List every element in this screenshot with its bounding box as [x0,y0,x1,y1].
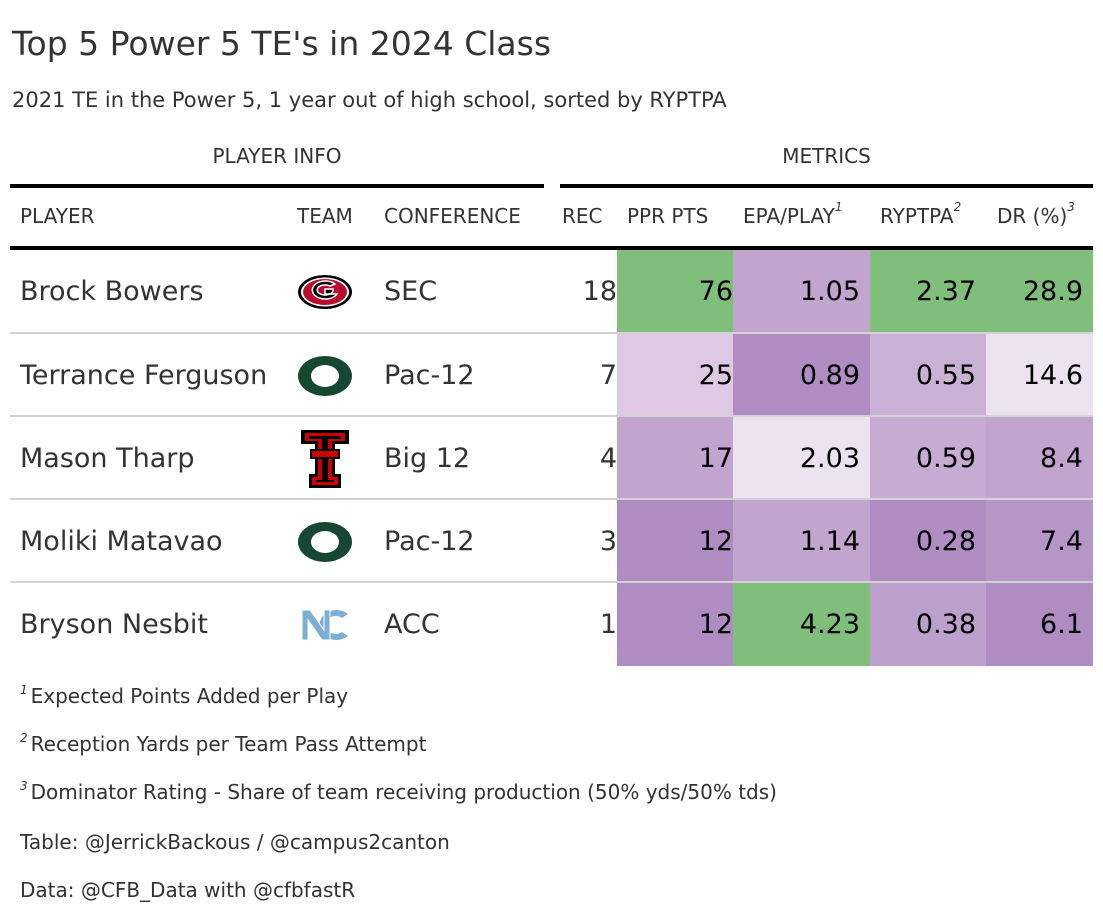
player-cell: Terrance Ferguson [20,360,268,391]
player-cell: Moliki Matavao [20,526,223,557]
ryptpa-cell: 0.28 [870,500,986,583]
dr-cell: 7.4 [986,500,1093,583]
rec-cell: 18 [582,276,617,307]
conference-cell: Pac-12 [384,360,475,391]
footnote-text: Reception Yards per Team Pass Attempt [30,732,427,756]
footnote: 1 Expected Points Added per Play [20,683,349,708]
spanner-metrics: METRICS [782,144,871,168]
oregon-o-logo-icon [295,334,355,417]
ryptpa-cell: 0.38 [870,583,986,666]
row-divider [10,415,1093,417]
rec-cell: 4 [599,443,617,474]
footnote-text: Expected Points Added per Play [30,684,349,708]
row-divider [10,581,1093,583]
source-note-table: Table: @JerrickBackous / @campus2canton [20,830,450,854]
column-header-ryptpa-label: RYPTPA [880,204,954,228]
ppr-cell: 17 [617,417,743,500]
spanner-player-info-rule [10,184,544,188]
footnote-mark-1: 1 [834,200,843,214]
table-title: Top 5 Power 5 TE's in 2024 Class [12,24,552,63]
ryptpa-cell: 0.55 [870,334,986,417]
column-header-epa-label: EPA/PLAY [743,204,835,228]
table-row: Mason Tharp Big 12 4 17 2.03 0.59 8.4 [10,417,1093,500]
unc-nc-logo-icon [295,583,355,666]
texas-tech-double-t-logo-icon [295,417,355,500]
conference-cell: Big 12 [384,443,471,474]
player-cell: Bryson Nesbit [20,609,208,640]
column-header-team: TEAM [297,204,353,228]
player-cell: Mason Tharp [20,443,195,474]
column-header-rec: REC [562,204,603,228]
footnote-mark-2: 2 [953,200,962,214]
conference-cell: ACC [384,609,440,640]
column-header-ppr: PPR PTS [627,204,709,228]
conference-cell: Pac-12 [384,526,475,557]
spanner-player-info: PLAYER INFO [212,144,342,168]
footnote: 2 Reception Yards per Team Pass Attempt [20,731,427,756]
column-header-ryptpa: RYPTPA2 [880,200,961,228]
footnote-mark: 2 [20,731,28,745]
conference-cell: SEC [384,276,438,307]
ppr-cell: 25 [617,334,743,417]
footnote-mark: 3 [20,779,28,793]
footnote-mark: 1 [20,683,28,697]
header-rule [10,246,1093,250]
table-row: Terrance Ferguson Pac-12 7 25 0.89 0.55 … [10,334,1093,417]
ppr-cell: 12 [617,500,743,583]
epa-cell: 1.14 [733,500,870,583]
player-cell: Brock Bowers [20,276,204,307]
row-divider [10,332,1093,334]
dr-cell: 8.4 [986,417,1093,500]
table-subtitle: 2021 TE in the Power 5, 1 year out of hi… [12,88,727,112]
footnote-mark-3: 3 [1067,200,1075,214]
dr-cell: 6.1 [986,583,1093,666]
column-header-player: PLAYER [20,204,95,228]
rec-cell: 3 [599,526,617,557]
oregon-o-logo-icon [295,500,355,583]
ryptpa-cell: 0.59 [870,417,986,500]
ppr-cell: 12 [617,583,743,666]
rec-cell: 1 [599,609,617,640]
georgia-g-logo-icon [295,250,355,333]
column-header-dr: DR (%)3 [997,200,1075,228]
source-note-data: Data: @CFB_Data with @cfbfastR [20,878,356,902]
footnote: 3 Dominator Rating - Share of team receiv… [20,779,777,804]
column-header-dr-label: DR (%) [997,204,1068,228]
column-header-epa: EPA/PLAY1 [743,200,843,228]
epa-cell: 2.03 [733,417,870,500]
spanner-metrics-rule [560,184,1093,188]
epa-cell: 0.89 [733,334,870,417]
column-header-conference: CONFERENCE [384,204,521,228]
rec-cell: 7 [599,360,617,391]
epa-cell: 4.23 [733,583,870,666]
table-row: Bryson Nesbit ACC 1 12 4.23 0.38 6.1 [10,583,1093,666]
dr-cell: 14.6 [986,334,1093,417]
table-row: Brock Bowers SEC 18 76 1.05 2.37 28.9 [10,250,1093,333]
dr-cell: 28.9 [986,250,1093,333]
footnote-text: Dominator Rating - Share of team receivi… [30,780,777,804]
ppr-cell: 76 [617,250,743,333]
row-divider [10,498,1093,500]
epa-cell: 1.05 [733,250,870,333]
ryptpa-cell: 2.37 [870,250,986,333]
table-row: Moliki Matavao Pac-12 3 12 1.14 0.28 7.4 [10,500,1093,583]
